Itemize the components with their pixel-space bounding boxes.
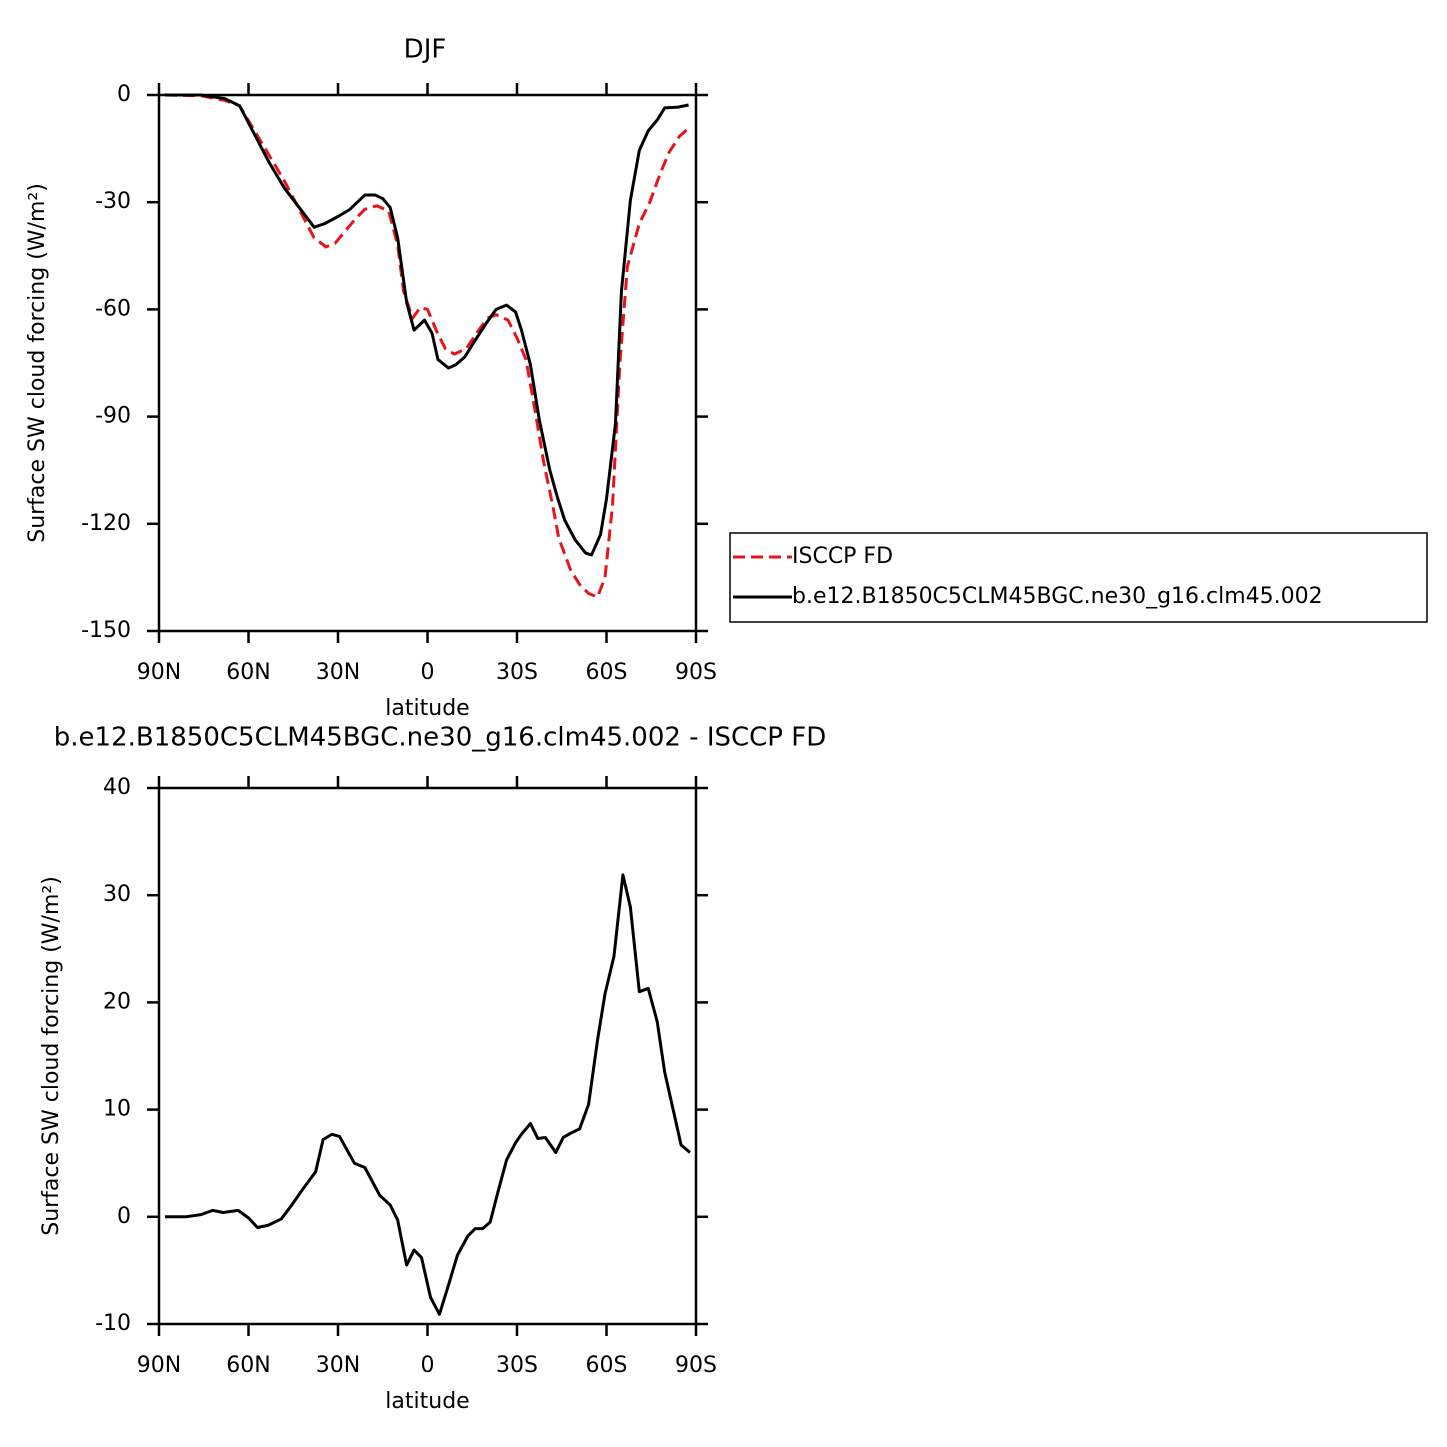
chart-title: b.e12.B1850C5CLM45BGC.ne30_g16.clm45.002… bbox=[54, 723, 826, 753]
y-axis-label: Surface SW cloud forcing (W/m²) bbox=[25, 183, 50, 543]
x-tick-label: 30N bbox=[316, 660, 360, 685]
x-tick-label: 90N bbox=[137, 1353, 181, 1378]
x-tick-label: 60N bbox=[226, 660, 270, 685]
x-tick-label: 60N bbox=[226, 1353, 270, 1378]
y-tick-label: -30 bbox=[95, 189, 131, 214]
legend-label: b.e12.B1850C5CLM45BGC.ne30_g16.clm45.002 bbox=[792, 584, 1323, 609]
y-tick-label: -120 bbox=[81, 511, 131, 536]
y-tick-label: -90 bbox=[95, 404, 131, 429]
x-tick-label: 0 bbox=[421, 1353, 435, 1378]
data-line bbox=[164, 93, 692, 599]
legend-label: ISCCP FD bbox=[792, 544, 893, 569]
y-tick-label: 10 bbox=[103, 1097, 131, 1122]
x-tick-label: 30S bbox=[496, 660, 538, 685]
y-tick-label: 30 bbox=[103, 882, 131, 907]
y-tick-label: 0 bbox=[117, 1204, 131, 1229]
x-tick-label: 30N bbox=[316, 1353, 360, 1378]
plot-frame bbox=[157, 93, 698, 633]
x-tick-label: 30S bbox=[496, 1353, 538, 1378]
x-tick-label: 0 bbox=[421, 660, 435, 685]
y-tick-label: 0 bbox=[117, 82, 131, 107]
x-tick-label: 60S bbox=[586, 1353, 628, 1378]
data-line bbox=[164, 873, 691, 1316]
plot-frame bbox=[157, 786, 698, 1326]
y-tick-label: -60 bbox=[95, 296, 131, 321]
y-tick-label: -10 bbox=[95, 1311, 131, 1336]
x-tick-label: 60S bbox=[586, 660, 628, 685]
x-axis-label: latitude bbox=[385, 1389, 469, 1414]
x-tick-label: 90S bbox=[675, 1353, 717, 1378]
y-tick-label: -150 bbox=[81, 618, 131, 643]
chart-title: DJF bbox=[404, 35, 447, 65]
y-tick-label: 20 bbox=[103, 989, 131, 1014]
y-tick-label: 40 bbox=[103, 775, 131, 800]
legend-box bbox=[729, 532, 1428, 623]
x-axis-label: latitude bbox=[385, 696, 469, 721]
data-line bbox=[164, 93, 689, 557]
x-tick-label: 90N bbox=[137, 660, 181, 685]
x-tick-label: 90S bbox=[675, 660, 717, 685]
y-axis-label: Surface SW cloud forcing (W/m²) bbox=[39, 876, 64, 1236]
